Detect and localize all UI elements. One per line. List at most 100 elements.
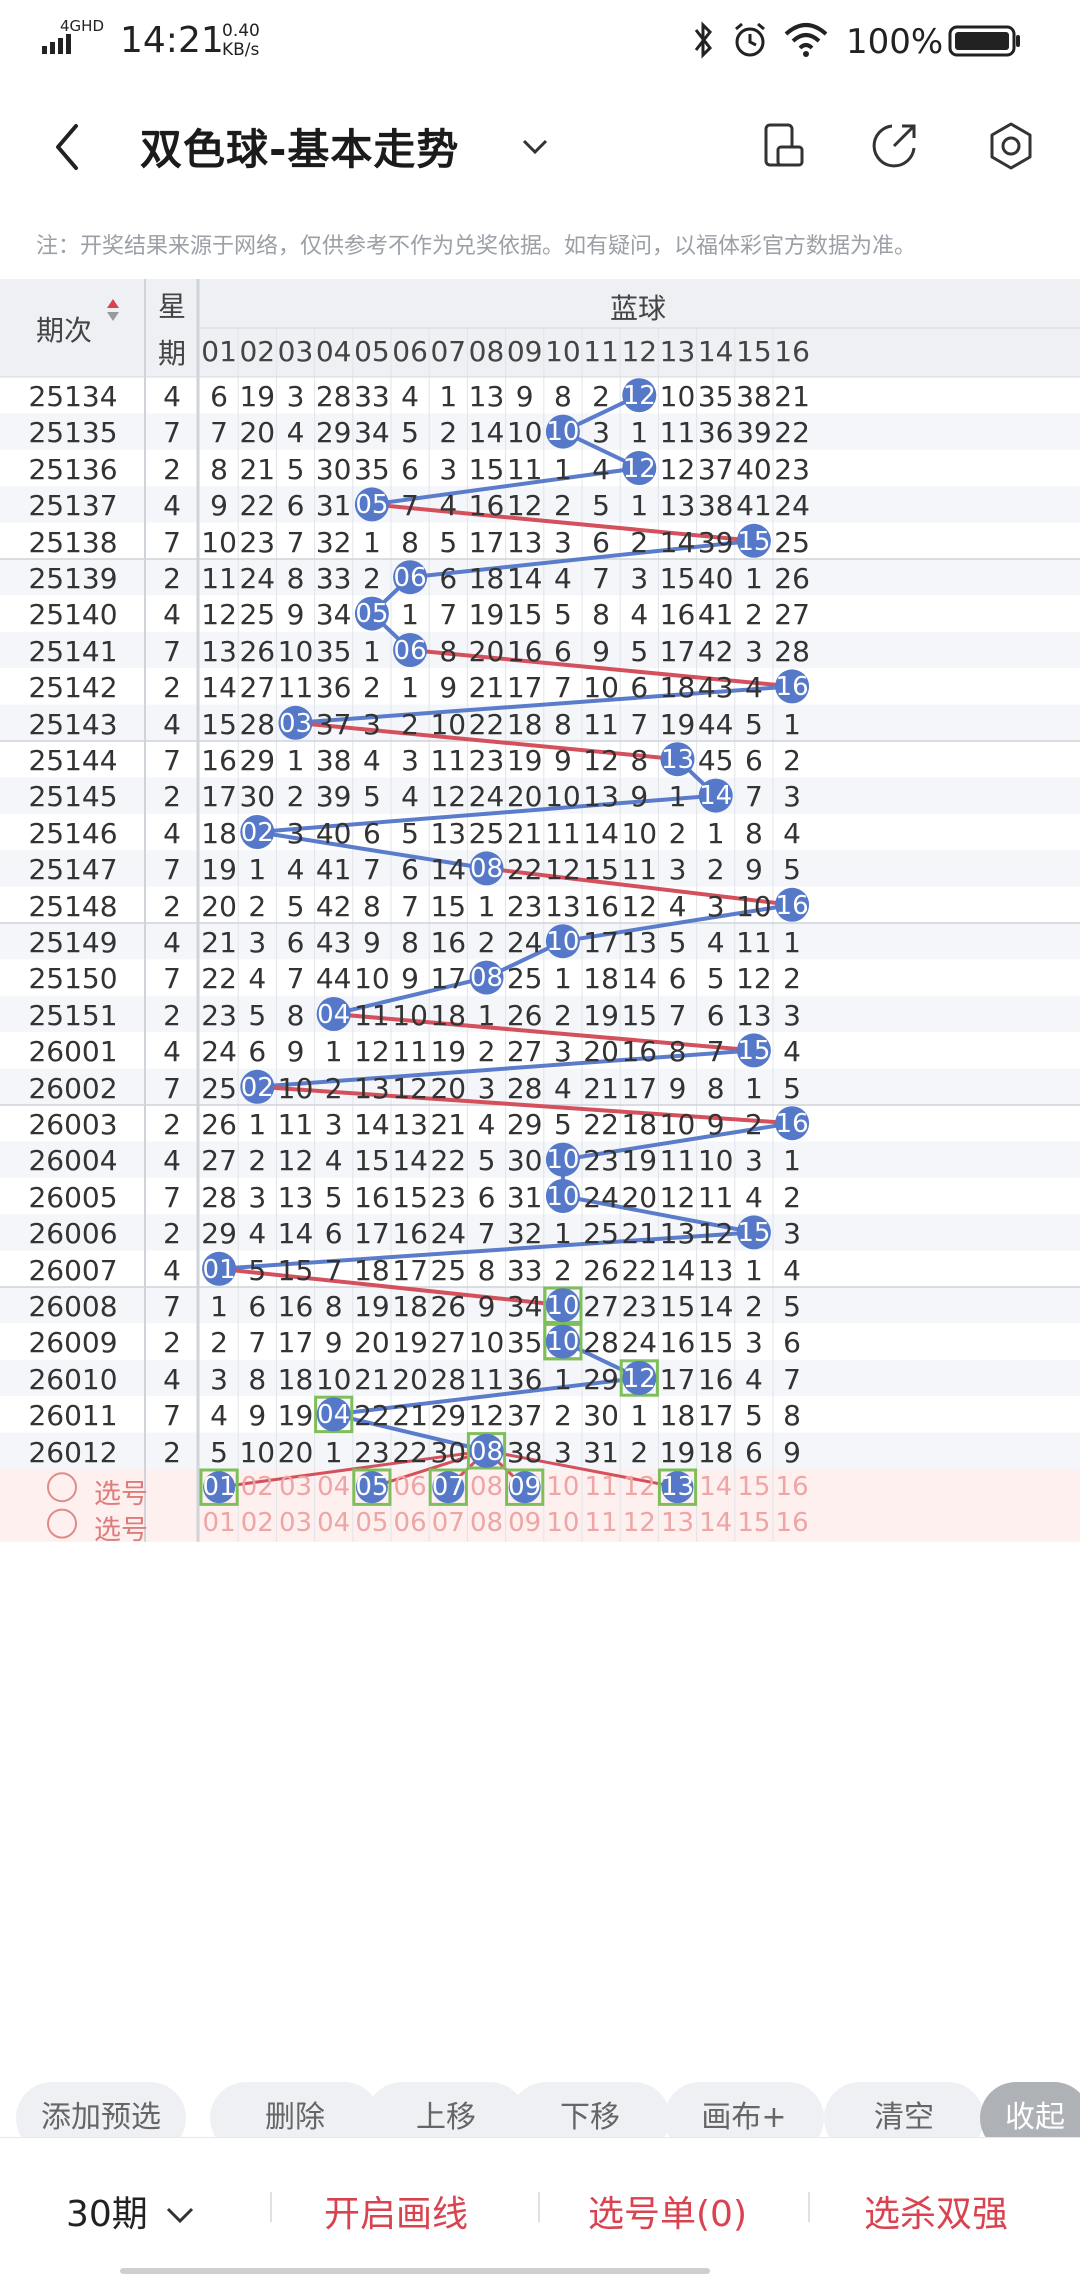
select-number[interactable]: 03	[278, 1472, 313, 1502]
omission-cell: 27	[430, 1326, 467, 1360]
omission-cell: 8	[668, 1035, 687, 1069]
omission-cell: 9	[744, 853, 763, 887]
highlight-box	[314, 1395, 354, 1434]
back-arrow-icon[interactable]	[50, 122, 84, 172]
period-cell: 26010	[28, 1362, 118, 1396]
omission-cell: 41	[697, 598, 734, 632]
page-title[interactable]: 双色球-基本走势	[140, 125, 460, 174]
period-cell: 25134	[28, 380, 118, 413]
select-number[interactable]: 14	[699, 1508, 733, 1539]
omission-cell: 34	[315, 598, 352, 632]
omission-cell: 20	[621, 1180, 658, 1214]
period-count-select[interactable]: 30期	[66, 2185, 195, 2237]
hit-ball-label: 04	[317, 999, 351, 1030]
select-number[interactable]: 02	[240, 1508, 274, 1539]
omission-cell: 7	[783, 1362, 801, 1396]
select-row-label[interactable]: 选号	[94, 1479, 148, 1510]
enable-drawing-button[interactable]: 开启画线	[324, 2194, 469, 2235]
omission-cell: 39	[736, 416, 772, 450]
omission-cell: 2	[783, 1180, 801, 1214]
omission-cell: 5	[553, 598, 572, 632]
select-number[interactable]: 01	[202, 1472, 236, 1502]
pick-list-button[interactable]: 选号单(0)	[588, 2194, 747, 2235]
select-number[interactable]: 06	[393, 1508, 427, 1539]
select-number[interactable]: 12	[622, 1508, 656, 1539]
hit-ball-label: 16	[775, 890, 809, 921]
select-number[interactable]: 03	[278, 1508, 313, 1539]
omission-cell: 21	[621, 1217, 658, 1251]
omission-cell: 29	[315, 416, 352, 450]
select-number[interactable]: 01	[202, 1508, 236, 1539]
omission-cell: 2	[668, 816, 687, 850]
select-number[interactable]: 16	[775, 1508, 809, 1539]
battery-percent: 100%	[846, 22, 944, 62]
blue-ball	[775, 1106, 810, 1141]
omission-cell: 3	[439, 452, 458, 486]
omission-cell: 2	[630, 1435, 649, 1469]
omission-cell: 21	[506, 816, 543, 850]
period-cell: 26008	[28, 1290, 118, 1323]
highlight-box	[657, 1468, 698, 1506]
select-number[interactable]: 07	[431, 1508, 465, 1539]
omission-cell: 16	[277, 1290, 314, 1323]
select-number[interactable]: 04	[317, 1508, 351, 1539]
select-number[interactable]: 15	[737, 1508, 771, 1539]
alarm-icon	[735, 22, 765, 57]
select-number[interactable]: 11	[584, 1508, 618, 1539]
row-bg	[0, 850, 1080, 887]
omission-cell: 14	[354, 1108, 390, 1141]
omission-cell: 20	[430, 1071, 467, 1105]
period-cell: 25137	[28, 489, 118, 523]
select-number[interactable]: 05	[355, 1472, 389, 1502]
omission-cell: 15	[659, 562, 696, 595]
row-bg	[0, 1141, 1080, 1178]
omission-cell: 8	[324, 1290, 343, 1323]
select-number[interactable]: 08	[469, 1508, 504, 1539]
filter-button[interactable]: 选杀双强	[864, 2194, 1009, 2235]
settings-icon[interactable]	[985, 120, 1037, 172]
select-number[interactable]: 02	[240, 1472, 274, 1502]
select-number[interactable]: 14	[699, 1472, 733, 1502]
omission-cell: 11	[430, 744, 467, 777]
share-icon[interactable]	[868, 120, 920, 172]
omission-cell: 23	[621, 1290, 658, 1323]
omission-cell: 25	[468, 816, 505, 850]
select-number[interactable]: 04	[317, 1472, 351, 1502]
omission-cell: 11	[354, 998, 390, 1032]
omission-cell: 27	[774, 598, 810, 632]
trend-line	[257, 793, 716, 834]
omission-cell: 35	[506, 1326, 543, 1360]
omission-cell: 32	[315, 525, 352, 559]
select-number[interactable]: 13	[660, 1472, 695, 1502]
select-number[interactable]: 10	[546, 1472, 580, 1502]
period-cell: 26004	[28, 1144, 118, 1178]
select-number[interactable]: 13	[660, 1508, 695, 1539]
omission-cell: 1	[668, 780, 687, 814]
select-number[interactable]: 08	[469, 1472, 504, 1502]
rotate-screen-icon[interactable]	[758, 120, 808, 172]
select-number[interactable]: 06	[393, 1472, 427, 1502]
week-cell: 2	[163, 1326, 181, 1360]
hit-ball-label: 12	[622, 381, 656, 411]
select-number[interactable]: 15	[737, 1472, 771, 1502]
omission-cell: 33	[354, 380, 390, 413]
select-number[interactable]: 10	[546, 1508, 580, 1539]
select-row-label[interactable]: 选号	[94, 1515, 148, 1547]
select-number[interactable]: 12	[622, 1472, 656, 1502]
select-number[interactable]: 09	[508, 1472, 542, 1502]
select-number[interactable]: 05	[355, 1508, 389, 1539]
omission-cell: 6	[362, 816, 381, 850]
omission-cell: 9	[515, 380, 534, 413]
omission-cell: 3	[783, 1217, 801, 1251]
select-number[interactable]: 09	[508, 1508, 542, 1539]
select-number[interactable]: 16	[775, 1472, 809, 1502]
chevron-down-icon[interactable]	[520, 132, 550, 162]
omission-cell: 1	[477, 998, 496, 1032]
omission-cell: 17	[506, 671, 543, 705]
select-number[interactable]: 07	[431, 1472, 465, 1502]
omission-cell: 6	[286, 489, 305, 523]
period-cell: 25141	[28, 634, 118, 668]
omission-cell: 7	[324, 1253, 343, 1287]
omission-cell: 10	[354, 962, 390, 996]
select-number[interactable]: 11	[584, 1472, 618, 1502]
